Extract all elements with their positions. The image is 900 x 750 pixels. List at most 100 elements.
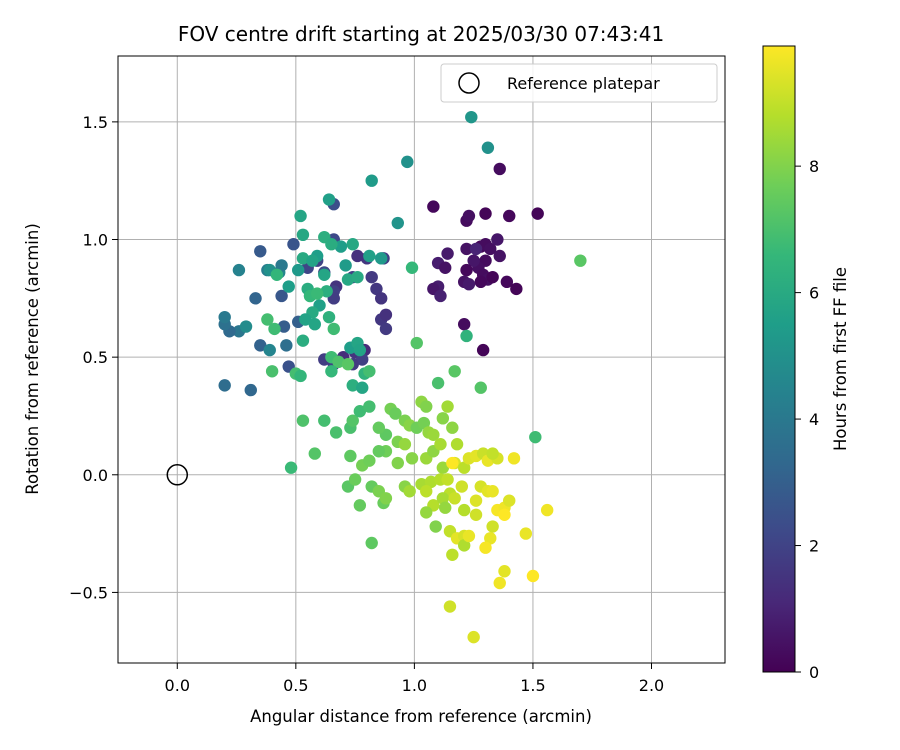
data-point [448, 492, 461, 505]
data-point [356, 353, 369, 366]
reference-layer [166, 464, 189, 486]
data-point [457, 503, 471, 517]
x-tick-label: 1.5 [520, 676, 545, 695]
plot-area [117, 55, 726, 664]
data-point [282, 280, 295, 293]
data-point [365, 270, 378, 284]
data-point [322, 310, 336, 324]
data-point [446, 456, 459, 470]
x-tick-label: 0.5 [283, 676, 308, 695]
data-point [325, 238, 338, 251]
data-point [244, 383, 257, 397]
data-point [436, 412, 450, 425]
data-point [398, 437, 412, 451]
data-point [540, 503, 554, 517]
data-point [493, 576, 506, 590]
data-point [491, 233, 504, 246]
data-point [436, 461, 450, 474]
data-point [529, 430, 542, 444]
data-point [363, 365, 376, 378]
x-tick-label: 0.0 [165, 676, 190, 695]
data-point [424, 475, 438, 489]
data-point [277, 320, 291, 333]
data-point [296, 228, 310, 242]
data-point [474, 275, 487, 289]
data-point [294, 209, 307, 223]
data-point [353, 343, 367, 357]
data-point [503, 494, 516, 507]
data-point [374, 252, 388, 265]
data-point [479, 541, 492, 554]
data-point [280, 339, 293, 352]
x-axis-label: Angular distance from reference (arcmin) [250, 707, 592, 726]
data-point [351, 270, 364, 284]
data-point [460, 242, 473, 256]
data-point [318, 268, 331, 282]
data-point [439, 501, 452, 514]
grid [118, 56, 725, 663]
data-point [379, 322, 393, 336]
data-point [510, 282, 523, 296]
data-point [379, 308, 393, 321]
data-point [493, 249, 506, 263]
reference-platepar-marker [166, 464, 189, 486]
data-point [498, 565, 511, 578]
data-point [420, 400, 433, 413]
data-point [294, 369, 307, 383]
data-point [372, 421, 386, 434]
data-point [341, 273, 355, 286]
data-point [218, 379, 231, 392]
data-point [427, 200, 440, 213]
chart-title: FOV centre drift starting at 2025/03/30 … [178, 22, 664, 46]
colorbar-tick-label: 0 [809, 663, 819, 682]
y-tick-label: 0.5 [83, 348, 108, 367]
data-point [486, 447, 499, 460]
data-point [446, 548, 459, 561]
data-point [353, 405, 367, 418]
data-point [405, 452, 419, 465]
data-point [498, 508, 511, 521]
data-point [469, 508, 483, 521]
data-point [441, 247, 454, 260]
data-point [346, 379, 359, 392]
data-point [457, 318, 471, 331]
data-point [310, 287, 324, 300]
data-point [531, 207, 544, 220]
data-point [261, 313, 274, 326]
data-point [275, 289, 288, 303]
data-point [405, 261, 419, 274]
data-point [391, 456, 404, 470]
data-point [306, 254, 319, 267]
data-point [446, 421, 459, 434]
data-point [457, 461, 471, 474]
data-point [265, 365, 279, 378]
data-point [218, 310, 231, 324]
y-tick-label: −0.5 [69, 583, 108, 602]
data-point [308, 318, 322, 331]
data-point [308, 447, 322, 460]
data-point [420, 485, 433, 498]
colorbar-tick-label: 8 [809, 157, 819, 176]
data-point [284, 461, 298, 474]
data-point [334, 240, 348, 253]
data-point [479, 207, 492, 220]
data-point [420, 506, 433, 519]
data-point [344, 449, 357, 463]
data-point [341, 358, 355, 371]
data-point [296, 252, 310, 265]
colorbar-tick-label: 6 [809, 284, 819, 303]
data-point [296, 414, 310, 427]
data-point [443, 600, 457, 613]
data-point [389, 407, 402, 420]
data-point [339, 259, 352, 272]
data-point [500, 275, 514, 289]
data-point [467, 630, 480, 644]
data-point [474, 381, 487, 394]
data-point [363, 400, 376, 413]
data-point [372, 445, 386, 458]
data-point [239, 320, 253, 333]
y-tick-label: 0.0 [83, 466, 108, 485]
data-point [431, 376, 445, 390]
data-point [526, 569, 540, 583]
data-point [346, 414, 359, 427]
